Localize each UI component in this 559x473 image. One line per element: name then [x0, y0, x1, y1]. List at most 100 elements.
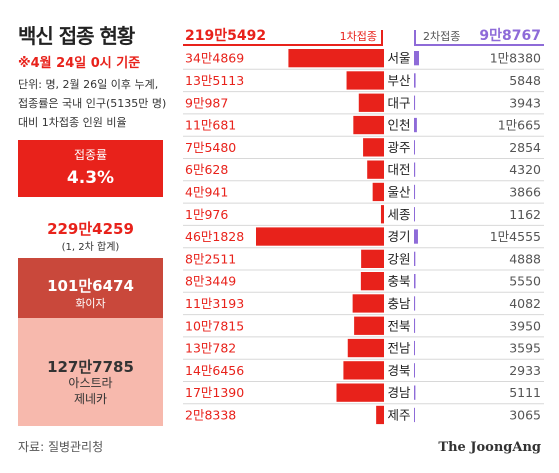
- first-dose-value: 6만628: [185, 162, 228, 177]
- second-dose-legend: 2차접종: [423, 30, 460, 43]
- first-dose-value: 13만5113: [185, 73, 244, 88]
- second-dose-bar: [414, 162, 416, 177]
- unit-note: 단위: 명, 2월 26일 이후 누계,: [18, 78, 159, 91]
- rate-value: 4.3%: [66, 168, 115, 188]
- first-dose-value: 8만2511: [185, 251, 236, 266]
- second-dose-bar: [414, 207, 415, 222]
- region-label: 대전: [387, 162, 410, 177]
- second-dose-bar: [414, 385, 416, 400]
- first-dose-bar: [380, 205, 384, 224]
- second-dose-bar: [414, 407, 415, 423]
- pfizer-box: 101만6474 화이자: [18, 258, 163, 318]
- first-dose-value: 10만7815: [185, 318, 244, 333]
- second-dose-value: 4888: [509, 251, 541, 266]
- first-dose-bar: [288, 49, 384, 68]
- region-label: 광주: [387, 140, 410, 155]
- rate-note: 접종률은 국내 인구(5135만 명): [18, 97, 167, 110]
- astrazeneca-label-line2: 제네카: [73, 392, 108, 406]
- first-dose-header-tick: [381, 30, 383, 46]
- first-dose-value: 13만782: [185, 341, 236, 356]
- second-dose-bar: [414, 73, 416, 88]
- second-dose-value: 3950: [509, 318, 541, 333]
- region-label: 전북: [387, 318, 410, 333]
- first-dose-value: 11만681: [185, 118, 236, 133]
- page-title: 백신 접종 현황: [18, 24, 135, 48]
- first-dose-value: 4만941: [185, 184, 228, 199]
- second-dose-value: 5550: [509, 274, 541, 289]
- first-dose-bar: [346, 71, 384, 90]
- first-dose-value: 9만987: [185, 95, 228, 110]
- second-dose-bar: [414, 229, 418, 244]
- pfizer-value: 101만6474: [47, 277, 134, 295]
- second-dose-bar: [414, 296, 416, 311]
- region-label: 경기: [387, 229, 410, 244]
- basis-note: 대비 1차접종 인원 비율: [18, 116, 127, 129]
- second-dose-header-tick: [414, 30, 416, 46]
- second-dose-bar: [414, 274, 416, 289]
- region-label: 전남: [387, 341, 411, 356]
- second-dose-value: 1만665: [498, 118, 541, 133]
- first-dose-bar: [376, 405, 384, 425]
- region-label: 충북: [387, 274, 410, 289]
- first-dose-bar: [343, 361, 384, 380]
- second-dose-value: 5111: [509, 385, 541, 400]
- region-label: 강원: [387, 251, 410, 266]
- region-label: 부산: [387, 73, 411, 88]
- first-dose-bar: [367, 160, 384, 179]
- region-label: 대구: [387, 95, 410, 110]
- first-dose-value: 46만1828: [185, 229, 244, 244]
- first-dose-value: 11만3193: [185, 296, 244, 311]
- second-dose-bar: [414, 340, 415, 356]
- region-label: 경남: [387, 385, 411, 400]
- first-dose-value: 8만3449: [185, 274, 236, 289]
- second-dose-total: 9만8767: [479, 28, 541, 44]
- pfizer-label: 화이자: [75, 297, 106, 310]
- second-dose-value: 3595: [509, 341, 541, 356]
- region-label: 제주: [387, 407, 410, 422]
- second-dose-bar: [414, 95, 416, 110]
- first-dose-value: 1만976: [185, 207, 228, 222]
- first-dose-value: 17만1390: [185, 385, 244, 400]
- first-dose-legend: 1차접종: [340, 30, 377, 43]
- astrazeneca-box: 127만7785 아스트라 제네카: [18, 318, 163, 426]
- region-label: 충남: [387, 296, 411, 311]
- first-dose-bar: [352, 294, 384, 313]
- first-dose-bar: [363, 138, 384, 157]
- rate-label: 접종률: [73, 148, 108, 162]
- first-dose-bar: [354, 316, 384, 335]
- second-dose-value: 5848: [509, 73, 541, 88]
- first-dose-total: 219만5492: [185, 28, 266, 44]
- first-dose-bar: [361, 249, 384, 268]
- second-dose-bar: [414, 140, 415, 155]
- first-dose-value: 7만5480: [185, 140, 236, 155]
- second-dose-value: 3943: [509, 95, 541, 110]
- first-dose-bar: [360, 272, 384, 291]
- astrazeneca-label-line1: 아스트라: [68, 376, 113, 390]
- region-label: 울산: [387, 184, 411, 199]
- second-dose-value: 1162: [509, 207, 541, 222]
- second-dose-value: 3866: [509, 184, 541, 199]
- first-dose-value: 2만8338: [185, 407, 236, 422]
- first-dose-bar: [256, 227, 384, 246]
- region-label: 인천: [387, 118, 410, 133]
- second-dose-value: 2854: [509, 140, 541, 155]
- vaccination-rate-box: 접종률 4.3%: [18, 140, 163, 197]
- second-dose-bar: [414, 184, 416, 200]
- date-subtitle: ※4월 24일 0시 기준: [18, 56, 141, 71]
- second-dose-value: 4082: [509, 296, 541, 311]
- second-dose-value: 3065: [509, 407, 541, 422]
- second-dose-header-line: [414, 44, 544, 46]
- total-doses-caption: (1, 2차 합계): [61, 242, 120, 253]
- second-dose-value: 1만4555: [490, 229, 541, 244]
- first-dose-header-line: [183, 44, 383, 46]
- second-dose-bar: [414, 117, 417, 133]
- astrazeneca-value: 127만7785: [47, 358, 134, 376]
- second-dose-bar: [414, 363, 415, 378]
- region-label: 서울: [387, 51, 410, 66]
- brand-logo: The JoongAng: [438, 440, 541, 455]
- second-dose-bar: [414, 318, 416, 333]
- first-dose-value: 34만4869: [185, 51, 244, 66]
- region-label: 세종: [387, 207, 410, 222]
- first-dose-bar: [353, 115, 384, 135]
